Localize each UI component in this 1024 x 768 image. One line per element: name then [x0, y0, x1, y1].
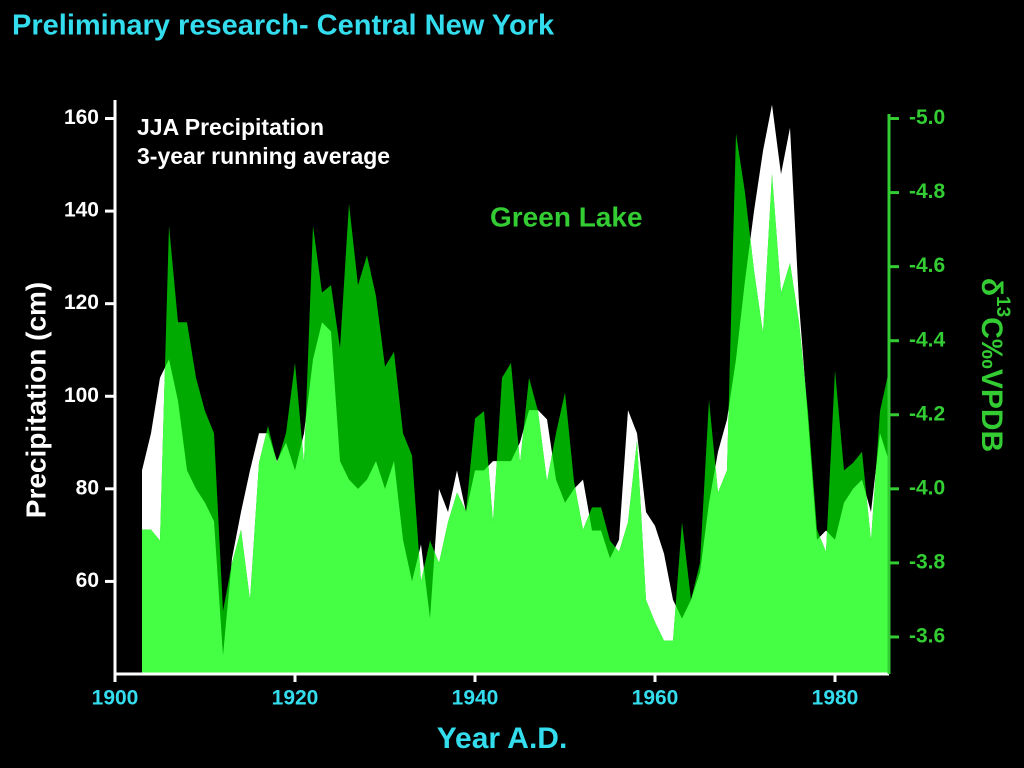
y2-tick-label: -4.6	[909, 254, 945, 277]
x-tick-label: 1900	[92, 687, 139, 710]
y-tick-label: 100	[64, 384, 99, 407]
y-tick-label: 160	[64, 106, 99, 129]
y-tick-label: 120	[64, 291, 99, 314]
y2-axis-label: δ13C‰VPDB	[975, 278, 1013, 452]
y2-tick-label: -4.8	[909, 180, 946, 203]
x-tick-label: 1960	[632, 687, 679, 710]
y2-tick-label: -3.8	[909, 550, 946, 573]
y-tick-label: 140	[64, 199, 99, 222]
y2-tick-label: -4.0	[909, 476, 945, 499]
y2-label-part: 13	[992, 296, 1013, 317]
y-tick-label: 80	[76, 476, 99, 499]
y2-tick-label: -3.6	[909, 625, 945, 648]
x-tick-label: 1940	[452, 687, 499, 710]
y-axis-label: Precipitation (cm)	[20, 282, 51, 518]
x-axis-label: Year A.D.	[437, 722, 568, 755]
y2-tick-label: -4.4	[909, 328, 946, 351]
chart-title: Preliminary research- Central New York	[12, 10, 555, 42]
y2-label-part: δ	[975, 278, 1008, 296]
annotation: JJA Precipitation	[137, 114, 324, 140]
annotation: Green Lake	[490, 201, 643, 232]
x-tick-label: 1920	[272, 687, 319, 710]
y2-label-part: C‰VPDB	[975, 317, 1008, 452]
x-tick-label: 1980	[812, 687, 859, 710]
overlap-area	[142, 133, 889, 674]
y2-tick-label: -4.2	[909, 402, 945, 425]
annotation: 3-year running average	[137, 143, 390, 169]
y-tick-label: 60	[76, 569, 99, 592]
y2-tick-label: -5.0	[909, 106, 945, 129]
